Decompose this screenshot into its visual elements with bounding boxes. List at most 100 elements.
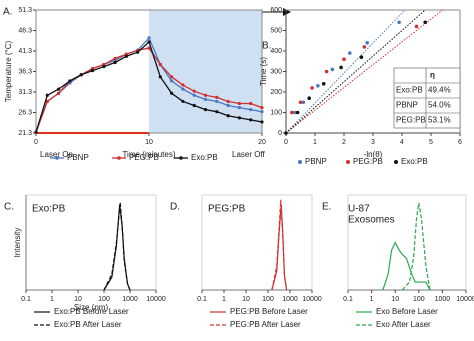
- y-tick-label: 41.3: [18, 48, 32, 55]
- y-tick-label: 400: [270, 48, 282, 55]
- panel-label: D.: [170, 202, 180, 213]
- legend-marker: [179, 156, 183, 160]
- data-point: [298, 100, 303, 105]
- data-point: [192, 93, 196, 97]
- y-tick-label: 500: [270, 27, 282, 34]
- plot-frame: [201, 194, 313, 291]
- data-point: [237, 105, 241, 110]
- data-point: [237, 101, 241, 106]
- data-point: [215, 110, 219, 114]
- fit-line: [285, 9, 426, 134]
- panel-label: B.: [262, 41, 271, 52]
- annotation: PEG:PB: [208, 204, 246, 215]
- legend-marker: [55, 156, 59, 160]
- y-tick-label: 600: [270, 7, 282, 14]
- annotation: Exo:PB: [32, 204, 66, 215]
- legend-marker: [117, 156, 121, 160]
- panel-label: E.: [322, 202, 331, 213]
- data-point: [113, 56, 117, 60]
- y-tick-label: 31.3: [18, 89, 32, 96]
- x-tick-label: 10000: [146, 296, 166, 303]
- legend-label: Exo:PB Before Laser: [54, 307, 129, 316]
- data-point: [295, 110, 300, 115]
- x-tick-label: 6: [458, 139, 462, 146]
- data-point: [203, 93, 208, 97]
- data-point: [113, 60, 117, 65]
- legend-marker: [346, 160, 350, 164]
- x-tick-label: 0: [284, 139, 288, 146]
- data-point: [249, 101, 253, 106]
- x-axis-label: Size (nm): [74, 303, 109, 312]
- data-point: [203, 108, 208, 112]
- x-tick-label: 10: [145, 139, 153, 146]
- data-point: [226, 103, 230, 108]
- x-tick-label: 100: [413, 296, 425, 303]
- data-point: [181, 83, 185, 87]
- legend-label: PEG:PB Before Laser: [230, 307, 308, 316]
- data-point: [215, 99, 219, 104]
- y-axis-label: Intensity: [13, 228, 22, 258]
- x-axis-label: Time (minutes): [122, 150, 175, 159]
- data-point: [365, 41, 370, 45]
- legend-marker: [394, 160, 398, 164]
- data-point: [249, 118, 253, 122]
- legend-label: PBNP: [67, 153, 89, 162]
- x-tick-label: 4: [400, 139, 404, 146]
- data-point: [226, 114, 230, 118]
- data-point: [102, 64, 106, 69]
- data-point: [260, 105, 264, 110]
- y-axis-label: Temperature (°C): [4, 40, 13, 102]
- data-point: [321, 82, 326, 86]
- table-cell: 53.1%: [428, 116, 451, 125]
- data-point: [45, 99, 49, 104]
- legend-label: Exo:PB After Laser: [54, 320, 122, 329]
- data-point: [260, 120, 264, 124]
- y-tick-label: 300: [270, 68, 282, 75]
- data-line: [271, 204, 288, 291]
- x-tick-label: 10: [242, 296, 250, 303]
- data-point: [348, 51, 352, 55]
- y-tick-label: 51.3: [18, 7, 32, 14]
- x-tick-label: 1: [222, 296, 226, 303]
- x-tick-label: 2: [342, 139, 346, 146]
- table-cell: PEG:PB: [396, 116, 426, 125]
- data-point: [57, 87, 61, 91]
- data-point: [57, 91, 61, 95]
- y-tick-label: 26.3: [18, 109, 32, 116]
- data-point: [170, 75, 174, 79]
- data-point: [284, 131, 288, 135]
- data-point: [339, 65, 343, 70]
- data-point: [170, 91, 174, 95]
- legend-label: PEG:PB: [129, 153, 159, 162]
- x-tick-label: 100: [98, 296, 110, 303]
- y-tick-label: 46.3: [18, 27, 32, 34]
- data-point: [147, 46, 151, 50]
- x-tick-label: 0: [34, 139, 38, 146]
- x-tick-label: 1000: [122, 296, 138, 303]
- data-point: [307, 96, 312, 100]
- table-cell: PBNP: [396, 101, 418, 110]
- data-point: [181, 87, 185, 91]
- legend-label: Exo Before Laser: [376, 307, 438, 316]
- x-tick-label: 100: [262, 296, 274, 303]
- data-point: [181, 99, 185, 104]
- x-tick-label: 5: [429, 139, 433, 146]
- data-point: [158, 62, 162, 67]
- y-axis-label: Time (s): [259, 57, 268, 86]
- data-point: [79, 73, 83, 77]
- x-tick-label: 0.1: [197, 296, 207, 303]
- x-tick-label: 1000: [435, 296, 451, 303]
- data-line: [103, 202, 131, 291]
- legend-label: PEG:PB After Laser: [230, 320, 301, 329]
- plot-frame: [347, 194, 467, 291]
- data-point: [68, 79, 72, 83]
- data-point: [45, 93, 49, 97]
- data-point: [215, 95, 219, 99]
- panel-label: C.: [4, 202, 14, 213]
- fit-line: [285, 9, 443, 134]
- x-tick-label: 0.1: [21, 296, 31, 303]
- table-header: η: [430, 71, 435, 80]
- data-point: [203, 97, 208, 101]
- y-tick-label: 36.3: [18, 68, 32, 75]
- data-point: [237, 116, 241, 120]
